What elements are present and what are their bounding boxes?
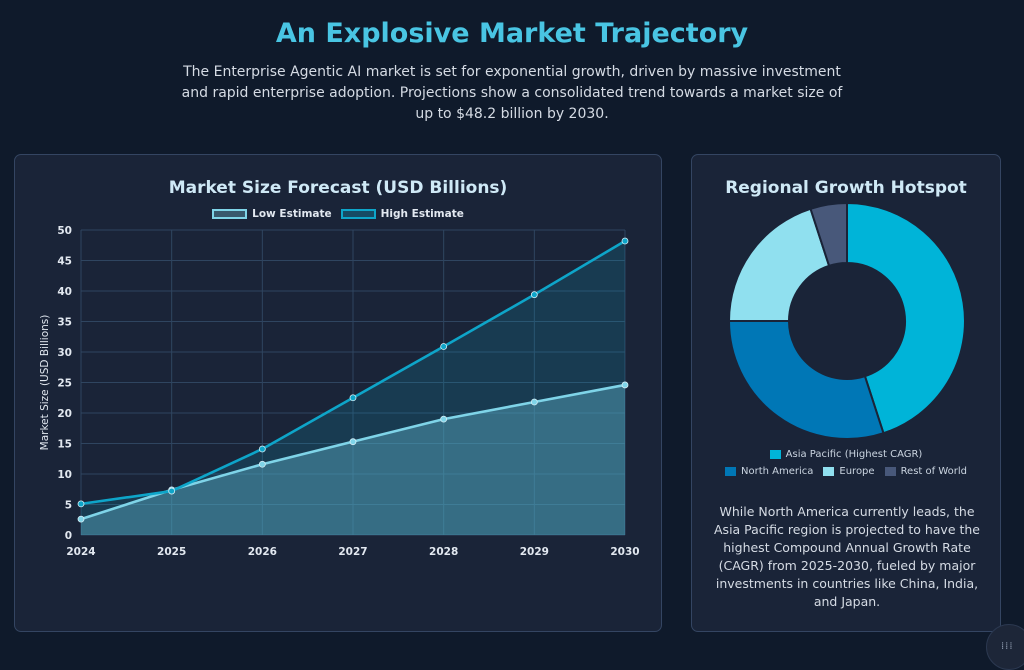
data-point-high <box>168 487 176 495</box>
legend-label-high: High Estimate <box>380 208 464 220</box>
y-tick-label: 15 <box>57 439 72 451</box>
data-point-low <box>77 515 85 523</box>
legend-swatch-europe <box>823 467 835 476</box>
x-tick-label: 2030 <box>610 546 639 558</box>
y-tick-label: 10 <box>57 469 72 481</box>
legend-label-low: Low Estimate <box>252 208 332 220</box>
x-tick-label: 2025 <box>157 546 186 558</box>
y-tick-label: 50 <box>57 225 72 237</box>
x-tick-label: 2024 <box>66 546 95 558</box>
grid-dots-icon: ⁞⁞⁞ <box>1001 641 1014 652</box>
legend-label-north-america: North America <box>740 466 814 477</box>
legend-swatch-asia-pacific <box>769 450 781 459</box>
page-title: An Explosive Market Trajectory <box>275 18 749 49</box>
area-fill-high <box>81 240 625 535</box>
regional-note: While North America currently leads, the… <box>714 504 980 609</box>
regional-growth-card: Regional Growth Hotspot Asia Pacific (Hi… <box>691 154 1001 632</box>
floating-menu-button[interactable]: ⁞⁞⁞ <box>986 624 1024 670</box>
market-forecast-card: Market Size Forecast (USD Billions) Low … <box>14 154 662 632</box>
x-tick-label: 2026 <box>248 546 277 558</box>
regional-chart-title: Regional Growth Hotspot <box>725 178 967 198</box>
data-point-high <box>349 394 357 402</box>
legend-item-rest-of-world[interactable]: Rest of World <box>884 466 967 477</box>
legend-item-europe[interactable]: Europe <box>823 466 875 477</box>
legend-swatch-high <box>340 209 376 219</box>
data-point-high <box>621 237 629 245</box>
area-fill-low <box>81 384 625 535</box>
legend-item-low[interactable]: Low Estimate <box>212 208 332 220</box>
page-description: The Enterprise Agentic AI market is set … <box>181 64 843 122</box>
doughnut-slice-europe <box>727 207 831 322</box>
doughnut-slice-asia-pacific <box>846 201 966 435</box>
legend-item-asia-pacific[interactable]: Asia Pacific (Highest CAGR) <box>769 449 923 460</box>
legend-swatch-north-america <box>724 467 736 476</box>
forecast-legend: Low Estimate High Estimate <box>15 208 661 220</box>
regional-doughnut-chart <box>727 201 966 440</box>
legend-item-high[interactable]: High Estimate <box>340 208 464 220</box>
legend-item-north-america[interactable]: North America <box>724 466 814 477</box>
doughnut-slice-north-america <box>727 320 885 440</box>
y-tick-label: 45 <box>57 256 72 268</box>
data-point-low <box>440 415 448 423</box>
doughnut-slice-rest-of-world <box>809 201 848 268</box>
y-axis-title: Market Size (USD Billions) <box>39 315 51 451</box>
data-point-low <box>258 460 266 468</box>
y-tick-label: 35 <box>57 317 72 329</box>
data-point-low <box>530 398 538 406</box>
y-tick-label: 5 <box>65 500 72 512</box>
y-tick-label: 25 <box>57 378 72 390</box>
data-point-high <box>258 445 266 453</box>
regional-legend: Asia Pacific (Highest CAGR) North Americ… <box>692 449 1000 483</box>
legend-swatch-rest-of-world <box>884 467 896 476</box>
data-point-low <box>349 438 357 446</box>
data-point-high <box>77 500 85 508</box>
data-point-high <box>440 343 448 350</box>
y-tick-label: 0 <box>65 530 72 542</box>
legend-label-europe: Europe <box>839 466 875 477</box>
x-tick-label: 2028 <box>429 546 458 558</box>
legend-swatch-low <box>212 209 248 219</box>
forecast-chart-title: Market Size Forecast (USD Billions) <box>168 178 508 198</box>
y-tick-label: 30 <box>57 347 72 359</box>
data-point-low <box>621 381 629 389</box>
x-tick-label: 2029 <box>520 546 549 558</box>
y-tick-label: 40 <box>57 286 72 298</box>
legend-label-rest-of-world: Rest of World <box>900 466 967 477</box>
data-point-high <box>530 291 538 299</box>
x-tick-label: 2027 <box>338 546 367 558</box>
legend-label-asia-pacific: Asia Pacific (Highest CAGR) <box>785 449 923 460</box>
y-tick-label: 20 <box>57 408 72 420</box>
